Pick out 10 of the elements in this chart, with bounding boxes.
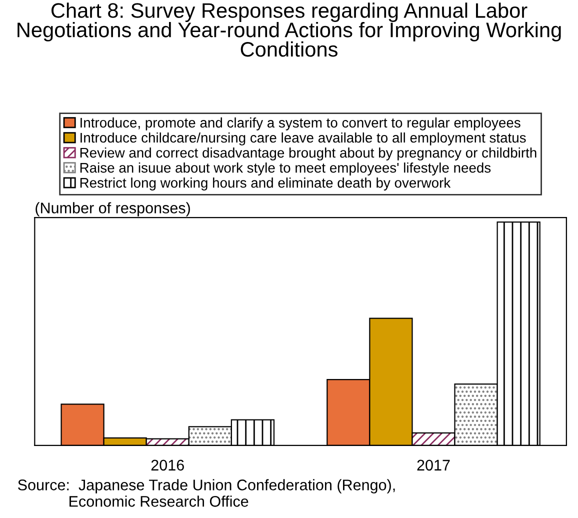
chart-title: Chart 8: Survey Responses regarding Annual Labor Negotiations and Year-round Actions for Improving Working Conditions (18, 2, 561, 57)
source-note: Source: Japanese Trade Union Confederation (Rengo), Economic Research Office (18, 479, 395, 507)
legend-label: Introduce, promote and clarify a system to convert to regular employees (80, 117, 520, 130)
legend-label: Restrict long working hours and eliminate death by overwork (80, 178, 451, 190)
legend-label: Review and correct disadvantage brought about by pregnancy or childbirth (80, 147, 536, 160)
legend-label: Raise an isuue about work style to meet employees' lifestyle needs (80, 162, 491, 176)
legend-label: Introduce childcare/nursing care leave available to all employment status (80, 132, 526, 146)
x-tick-label: 2016 (151, 460, 184, 471)
y-axis-title: (Number of responses) (36, 202, 190, 216)
x-tick-label: 2017 (417, 460, 450, 471)
